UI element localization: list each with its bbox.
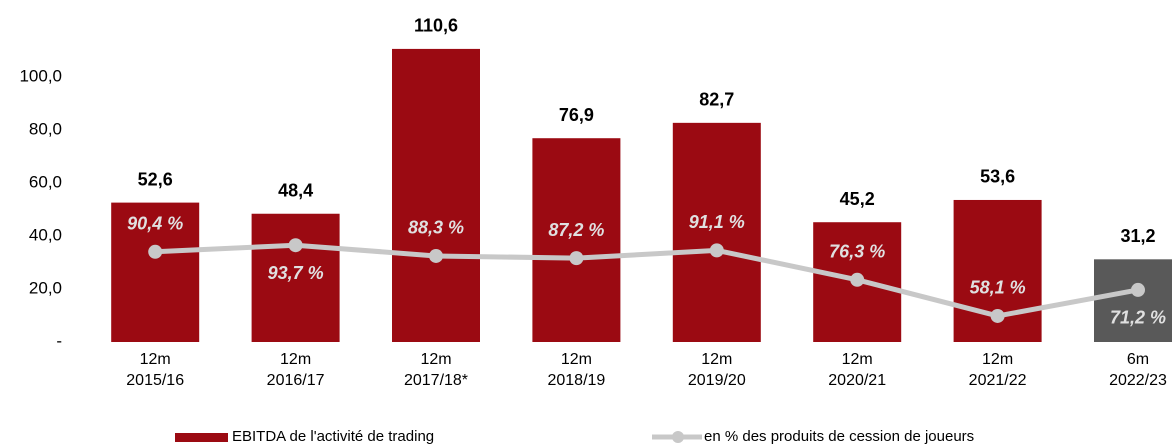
line-value-label: 90,4 % <box>127 214 183 234</box>
x-tick-label: 12m <box>982 351 1013 368</box>
bar-value-label: 45,2 <box>840 189 875 209</box>
bar-value-label: 82,7 <box>699 90 734 110</box>
y-tick-label: 60,0 <box>29 172 62 191</box>
bar <box>111 202 200 342</box>
y-tick-label: 20,0 <box>29 278 62 297</box>
x-tick-label: 12m <box>140 351 171 368</box>
y-tick-label: 100,0 <box>19 66 62 85</box>
x-tick-label: 6m <box>1127 351 1149 368</box>
x-tick-label: 2019/20 <box>688 372 746 389</box>
bar-value-label: 76,9 <box>559 105 594 125</box>
legend-marker <box>672 431 684 443</box>
x-tick-label: 12m <box>420 351 451 368</box>
x-tick-label: 2015/16 <box>126 372 184 389</box>
bar <box>532 138 621 342</box>
line-value-label: 93,7 % <box>268 263 324 283</box>
x-tick-label: 12m <box>842 351 873 368</box>
line-value-label: 76,3 % <box>829 242 885 262</box>
x-tick-label: 12m <box>280 351 311 368</box>
x-tick-label: 2022/23 <box>1109 372 1167 389</box>
legend-label: en % des produits de cession de joueurs <box>704 428 974 445</box>
line-point <box>850 272 865 287</box>
line-point <box>569 251 584 266</box>
line-point <box>148 244 163 259</box>
line-value-label: 87,2 % <box>548 220 604 240</box>
y-tick-label: 40,0 <box>29 225 62 244</box>
bar <box>1094 259 1172 342</box>
line-point <box>709 243 724 258</box>
line-value-label: 91,1 % <box>689 212 745 232</box>
y-tick-label: - <box>56 331 62 350</box>
bar-value-label: 31,2 <box>1120 226 1155 246</box>
bar-value-label: 53,6 <box>980 167 1015 187</box>
line-point <box>990 308 1005 323</box>
x-tick-label: 2020/21 <box>828 372 886 389</box>
line-value-label: 88,3 % <box>408 218 464 238</box>
x-tick-label: 12m <box>701 351 732 368</box>
bar <box>672 122 761 342</box>
legend-swatch <box>175 433 228 442</box>
line-point <box>1131 282 1145 297</box>
line-point <box>288 238 303 253</box>
x-tick-label: 2017/18* <box>404 372 468 389</box>
line <box>155 242 1139 319</box>
bar-value-label: 52,6 <box>138 169 173 189</box>
line-value-label: 71,2 % <box>1110 308 1166 328</box>
x-tick-label: 2016/17 <box>267 372 325 389</box>
x-tick-label: 12m <box>561 351 592 368</box>
line-point <box>429 248 443 263</box>
x-tick-label: 2021/22 <box>969 372 1027 389</box>
bar <box>251 213 340 342</box>
bar <box>392 48 480 342</box>
x-tick-label: 2018/19 <box>547 372 605 389</box>
legend-label: EBITDA de l'activité de trading <box>232 428 434 445</box>
bar-value-label: 110,6 <box>414 16 458 36</box>
y-tick-label: 80,0 <box>29 119 62 138</box>
bar-value-label: 48,4 <box>278 180 313 200</box>
line-value-label: 58,1 % <box>970 278 1026 298</box>
